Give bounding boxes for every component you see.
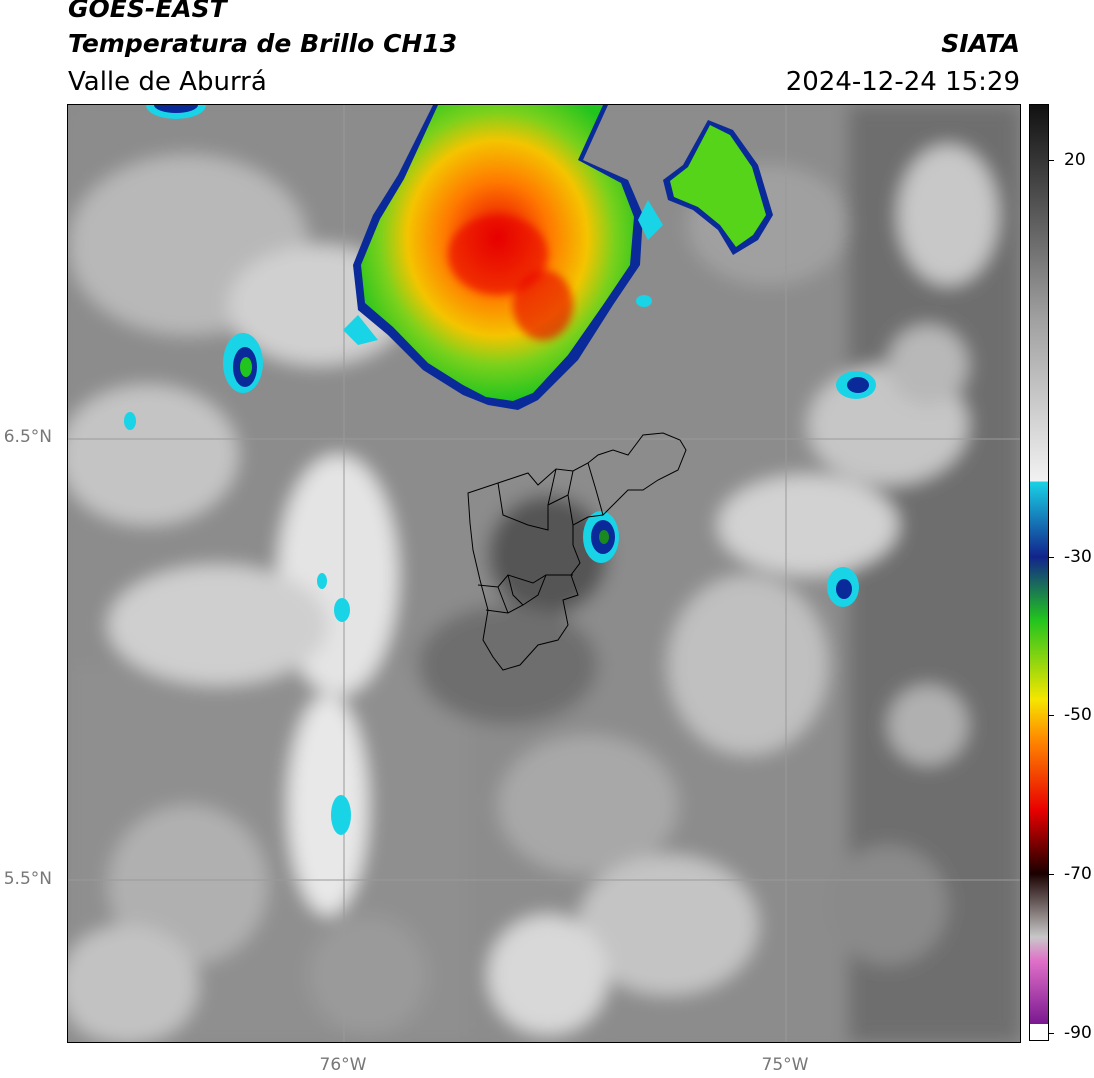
colorbar-tick-mark — [1049, 556, 1054, 558]
small-cells — [124, 105, 876, 835]
lon-label-75w: 75°W — [761, 1055, 809, 1075]
graticule — [68, 105, 1020, 1042]
temperature-colorbar — [1029, 104, 1049, 1041]
colorbar-tick-mark — [1049, 159, 1054, 161]
map-subtitle: Temperatura de Brillo CH13 — [68, 29, 458, 58]
satellite-image — [68, 105, 1020, 1042]
colorbar-tick-mark — [1049, 715, 1054, 717]
lon-label-76w: 76°W — [319, 1055, 367, 1075]
colorbar-tick-mark — [1049, 874, 1054, 876]
colorbar-tick-label: 20 — [1064, 149, 1086, 170]
colorbar-tick-label: -90 — [1064, 1023, 1092, 1044]
convective-cell-main — [343, 105, 643, 410]
colorbar-tick-label: -70 — [1064, 864, 1092, 885]
colorbar-tick-label: -50 — [1064, 705, 1092, 726]
map-title: GOES-EAST — [68, 0, 227, 23]
lat-label-5-5: 5.5°N — [3, 869, 52, 889]
org-label: SIATA — [941, 29, 1020, 58]
convective-cell-northeast — [638, 120, 773, 255]
satellite-map — [67, 104, 1021, 1043]
datetime-label: 2024-12-24 15:29 — [785, 67, 1020, 97]
region-label: Valle de Aburrá — [68, 67, 267, 97]
lat-label-6-5: 6.5°N — [3, 427, 52, 447]
municipal-boundaries — [467, 432, 687, 671]
colorbar-tick-label: -30 — [1064, 546, 1092, 567]
colorbar-tick-mark — [1049, 1033, 1054, 1035]
